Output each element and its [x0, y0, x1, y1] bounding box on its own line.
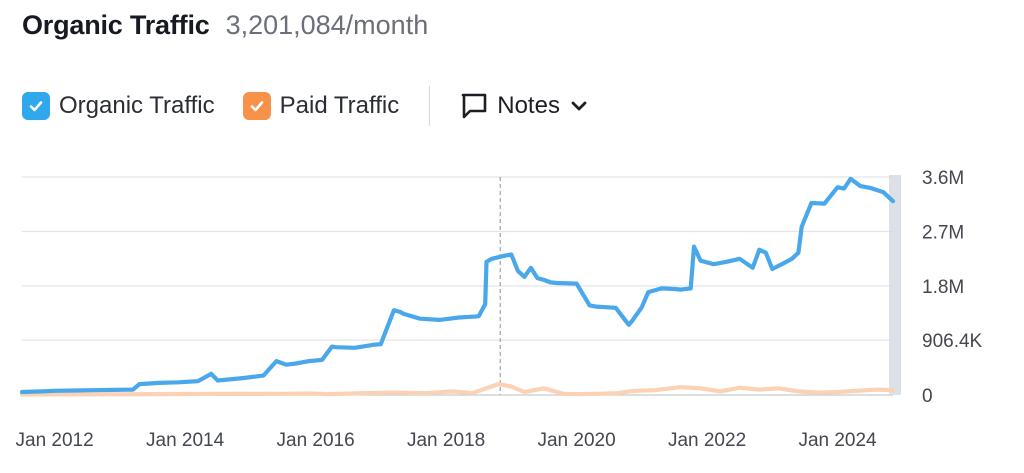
x-tick-label: Jan 2012	[16, 430, 94, 451]
x-tick-label: Jan 2020	[537, 430, 615, 451]
paid-traffic-toggle[interactable]: Paid Traffic	[242, 92, 400, 120]
legend-divider	[429, 86, 431, 126]
chart-legend: Organic Traffic Paid Traffic Notes	[22, 86, 588, 126]
current-period-band	[889, 175, 901, 395]
notes-dropdown[interactable]: Notes	[460, 92, 588, 120]
check-icon[interactable]	[242, 92, 271, 120]
y-tick-label: 0	[922, 386, 933, 407]
organic-traffic-line	[19, 176, 896, 395]
organic-traffic-toggle[interactable]: Organic Traffic	[22, 92, 215, 120]
x-tick-label: Jan 2014	[146, 430, 225, 451]
check-icon[interactable]	[22, 92, 50, 120]
paid-traffic-line	[19, 382, 896, 397]
x-tick-label: Jan 2024	[798, 430, 877, 451]
y-tick-label: 3.6M	[922, 168, 964, 189]
y-tick-label: 1.8M	[922, 277, 964, 298]
chart-header: Organic Traffic 3,201,084/month	[22, 10, 428, 41]
notes-label: Notes	[497, 92, 560, 119]
chevron-down-icon	[570, 97, 588, 115]
paid-traffic-label: Paid Traffic	[279, 92, 400, 119]
y-tick-label: 906.4K	[922, 331, 983, 352]
speech-bubble-icon	[460, 92, 488, 120]
monthly-traffic-value: 3,201,084/month	[225, 10, 429, 40]
x-tick-label: Jan 2022	[668, 430, 746, 451]
x-tick-label: Jan 2018	[407, 430, 485, 451]
chart-title: Organic Traffic	[22, 10, 210, 40]
organic-traffic-label: Organic Traffic	[59, 92, 215, 119]
traffic-line-chart[interactable]: 3.6M 2.7M 1.8M 906.4K 0 Jan 2012 Jan 2014 Jan 2…	[0, 150, 1024, 473]
y-tick-label: 2.7M	[922, 223, 964, 244]
x-tick-label: Jan 2016	[277, 430, 355, 451]
